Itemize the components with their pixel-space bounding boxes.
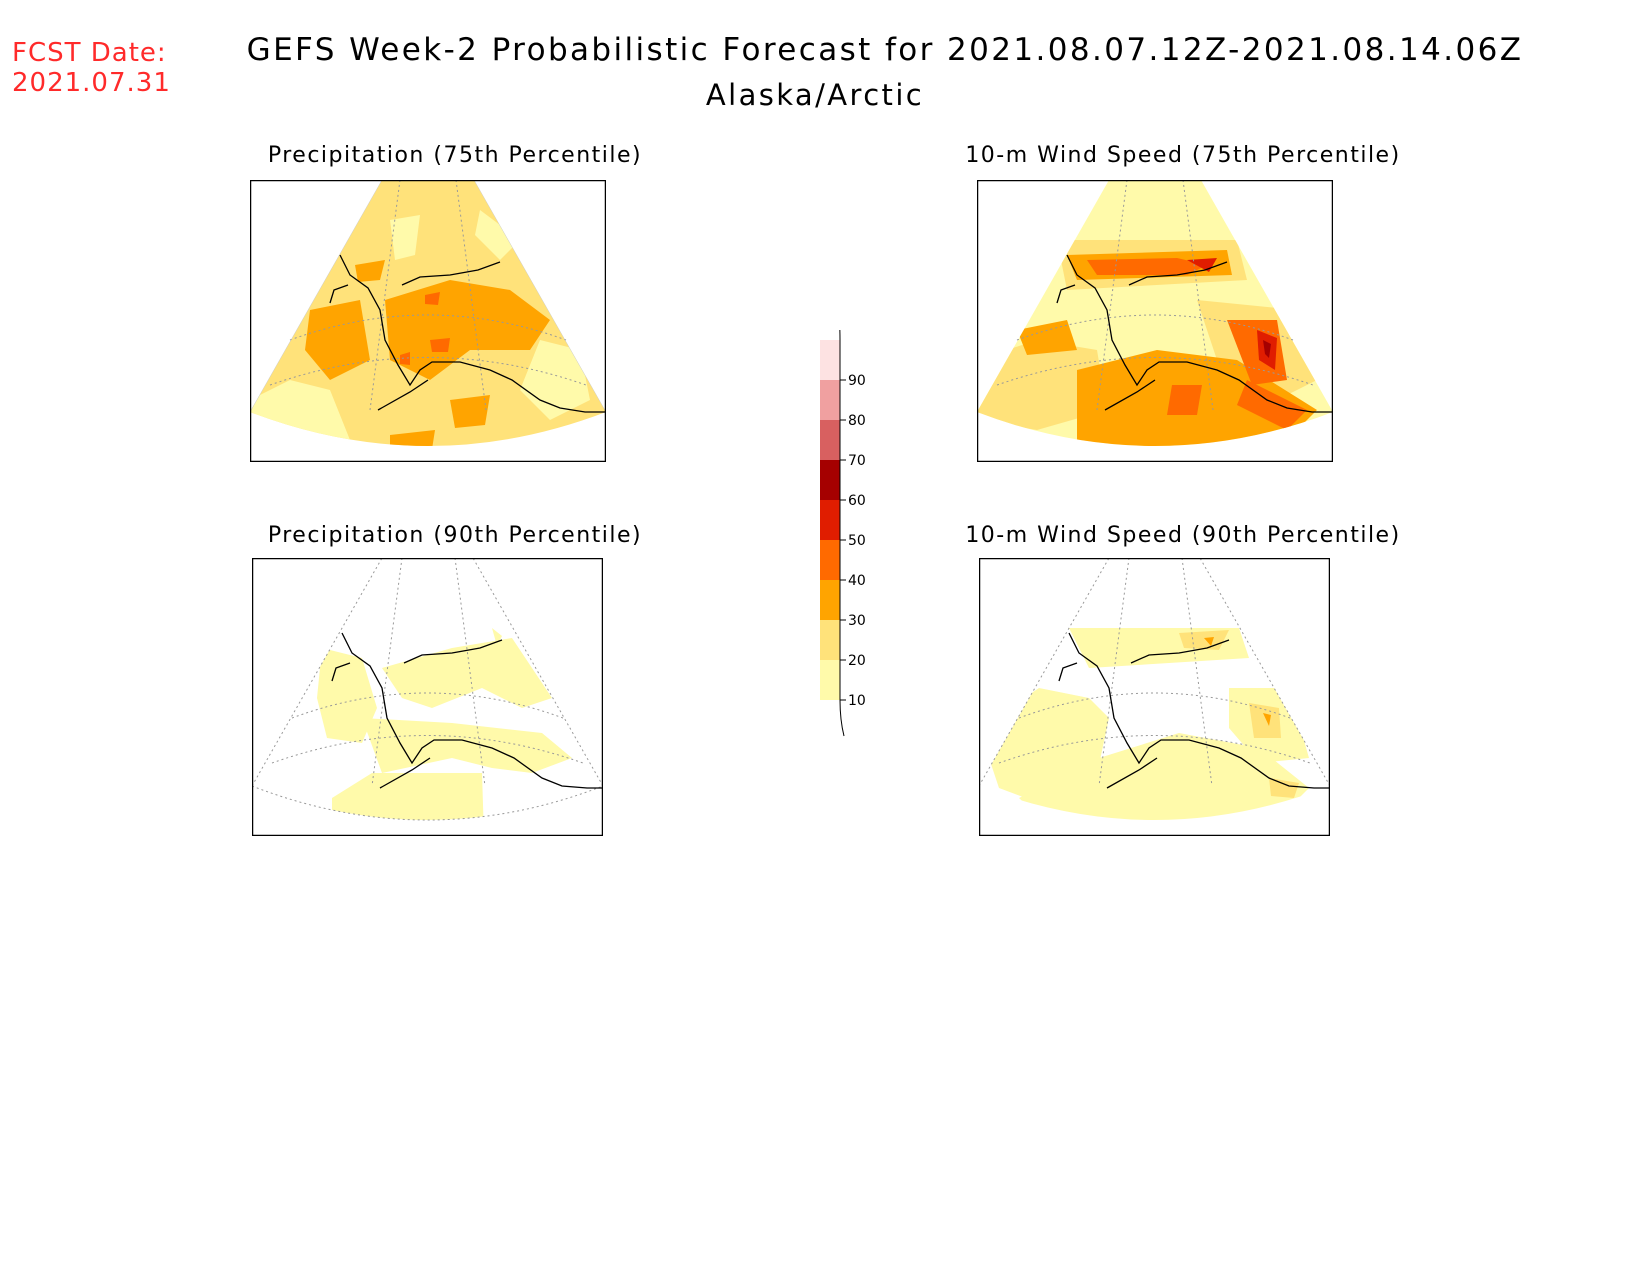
wind-90-30-area xyxy=(1204,637,1214,646)
precip-90-10-area xyxy=(492,628,502,646)
panel-title-wind-90: 10-m Wind Speed (90th Percentile) xyxy=(965,523,1401,548)
colorbar-label: 10 xyxy=(848,693,866,709)
panel-title-precip-90: Precipitation (90th Percentile) xyxy=(267,523,643,548)
fcst-date-value: 2021.07.31 xyxy=(12,68,171,98)
graticule xyxy=(269,180,587,411)
map-panel-wind-90 xyxy=(979,558,1330,836)
wind-75-60-area xyxy=(1263,340,1271,358)
precip-75-40-area xyxy=(425,292,440,305)
graticule xyxy=(996,180,1314,411)
precip-75-30-area xyxy=(305,300,370,380)
colorbar-swatch xyxy=(820,660,840,700)
colorbar-svg: 10 20 30 40 50 60 70 80 90 xyxy=(820,309,866,737)
colorbar-swatch xyxy=(820,460,840,500)
precip-75-30-area xyxy=(385,280,550,380)
panel-title-precip-75: Precipitation (75th Percentile) xyxy=(267,143,643,168)
wind-75-40-area xyxy=(1237,380,1307,430)
graticule xyxy=(252,558,603,821)
graticule xyxy=(979,558,1330,787)
colorbar-label: 70 xyxy=(848,453,866,469)
panel-frame xyxy=(252,558,603,836)
wind-90-30-area xyxy=(1263,713,1271,726)
wind-75-40-area xyxy=(1167,385,1202,415)
colorbar-top-cap xyxy=(837,309,841,341)
colorbar-bottom-cap xyxy=(839,699,845,737)
map-panel-precip-75 xyxy=(250,180,606,462)
colorbar-swatch xyxy=(820,500,840,540)
precip-75-40-area xyxy=(430,338,450,352)
coastline xyxy=(1056,254,1333,413)
wind-90-20-area xyxy=(1269,778,1299,798)
colorbar-label: 30 xyxy=(848,613,866,629)
precip-90-10-area xyxy=(317,648,377,743)
colorbar-swatch xyxy=(820,380,840,420)
wind-90-20-area xyxy=(1249,703,1281,738)
wind-75-20-area xyxy=(977,340,1107,430)
colorbar-label: 90 xyxy=(848,373,866,389)
precip-75-40-area xyxy=(400,352,410,365)
precip-75-30-area xyxy=(355,260,385,282)
fcst-date-label: FCST Date: xyxy=(12,38,167,68)
precip-75-low-area xyxy=(390,215,420,260)
panel-frame xyxy=(979,558,1330,836)
colorbar-label: 50 xyxy=(848,533,866,549)
panel-frame xyxy=(977,180,1333,462)
colorbar-label: 60 xyxy=(848,493,866,509)
colorbar-label: 80 xyxy=(848,413,866,429)
precip-90-10-area xyxy=(382,638,552,708)
wind-75-40-area xyxy=(1087,258,1207,275)
panel-title-wind-75: 10-m Wind Speed (75th Percentile) xyxy=(965,143,1401,168)
colorbar-swatch xyxy=(820,420,840,460)
precip-75-low-area xyxy=(520,340,590,420)
page-subtitle: Alaska/Arctic xyxy=(705,78,925,112)
colorbar-label: 40 xyxy=(848,573,866,589)
coastline xyxy=(331,632,603,789)
precip-75-30-area xyxy=(450,395,490,428)
sector-edge xyxy=(250,180,606,413)
map-panel-precip-90 xyxy=(252,558,603,836)
precip-75-low-area xyxy=(475,210,520,260)
map-panel-wind-75 xyxy=(977,180,1333,462)
colorbar-swatch xyxy=(820,580,840,620)
wind-90-10-area xyxy=(1019,733,1309,820)
wind-75-30-area xyxy=(1017,320,1077,355)
colorbar-swatch xyxy=(820,540,840,580)
colorbar-swatch xyxy=(820,340,840,380)
precip-75-30-area xyxy=(390,430,435,446)
coastline xyxy=(329,254,606,413)
panel-frame xyxy=(250,180,606,462)
colorbar: 10 20 30 40 50 60 70 80 90 xyxy=(820,309,880,740)
coastline xyxy=(1058,632,1330,789)
page-title: GEFS Week-2 Probabilistic Forecast for 2… xyxy=(246,32,1524,68)
colorbar-label: 20 xyxy=(848,653,866,669)
precip-90-10-area xyxy=(332,773,484,820)
colorbar-swatch xyxy=(820,620,840,660)
